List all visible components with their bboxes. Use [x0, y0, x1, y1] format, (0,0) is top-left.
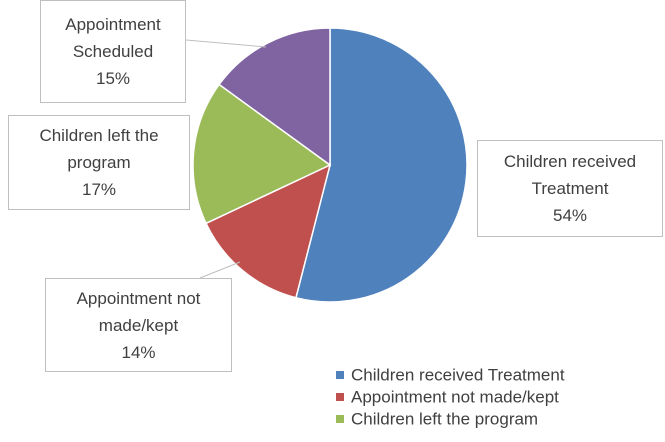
data-label-category: Children left the program [39, 126, 159, 172]
data-label-value: 17% [81, 180, 117, 199]
leader-line [199, 261, 241, 279]
data-label-category: Appointment Scheduled [65, 15, 161, 61]
pie-slice [218, 27, 331, 167]
pie-slice [192, 83, 332, 225]
leader-line [185, 39, 267, 48]
data-label-value: 14% [121, 342, 156, 362]
pie-slice [205, 163, 332, 299]
data-label: Children received Treatment 54% [477, 140, 663, 237]
legend-label: Appointment not made/kept [351, 387, 559, 406]
data-label: Children left the program 17% [8, 115, 190, 210]
data-label: Appointment Scheduled 15% [40, 0, 186, 103]
legend-swatch [336, 393, 344, 401]
data-label-value: 54% [552, 206, 588, 225]
data-label-value: 15% [95, 69, 131, 88]
legend-label: Children received Treatment [351, 365, 565, 384]
legend-swatch [336, 415, 344, 423]
legend-swatch [336, 371, 344, 379]
pie-slice [295, 27, 468, 303]
legend-label: Children left the program [351, 409, 538, 428]
data-label: Appointment not made/kept 14% [45, 278, 232, 372]
data-label-category: Appointment not made/kept [76, 288, 201, 335]
data-label-category: Children received Treatment [503, 152, 637, 198]
